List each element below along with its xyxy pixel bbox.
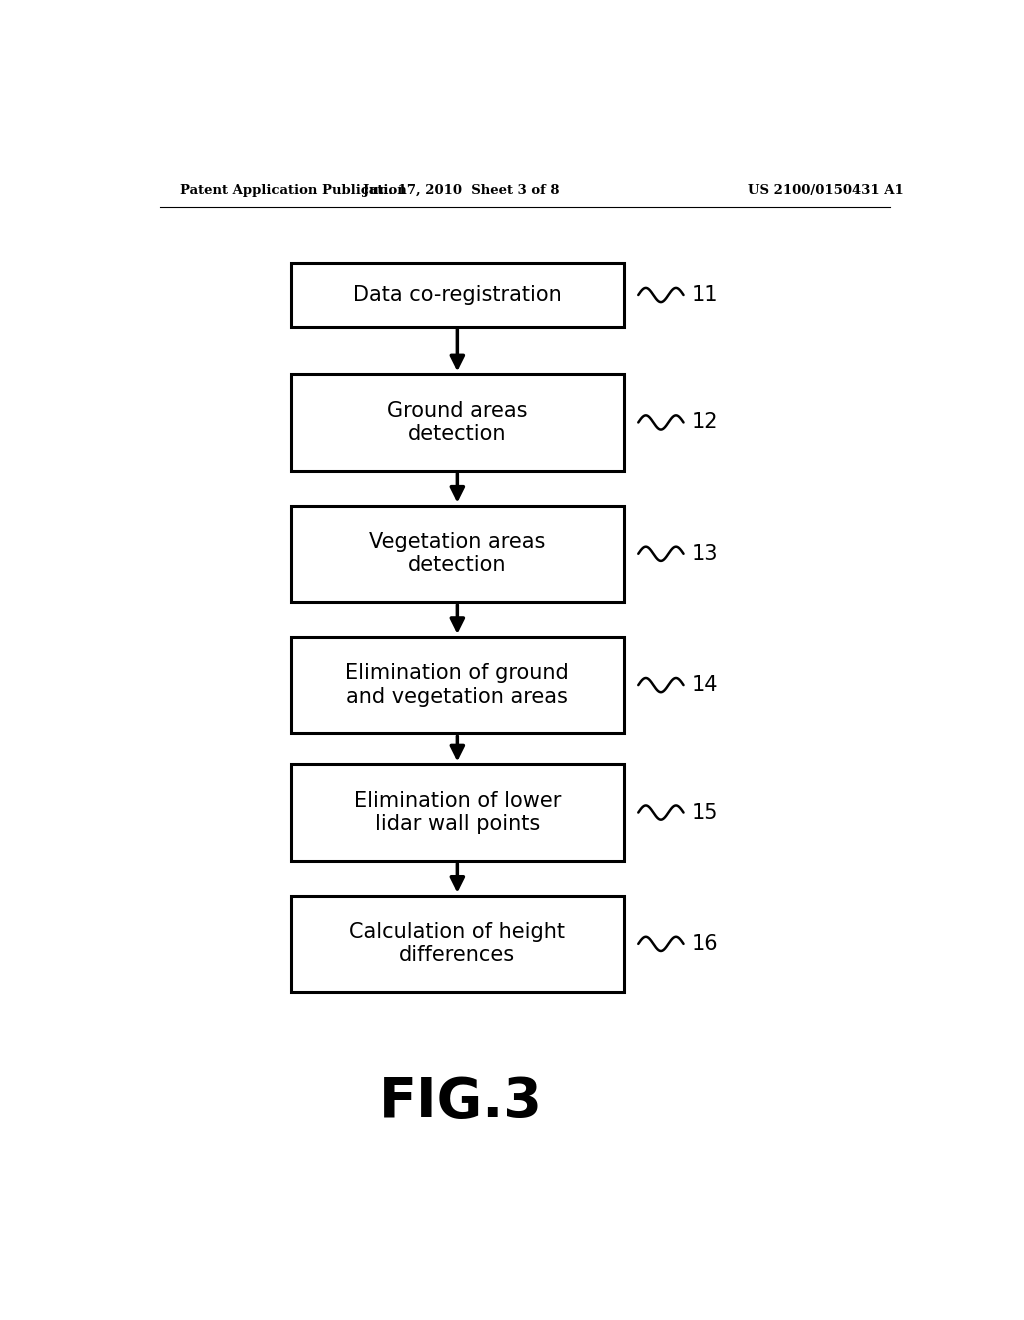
Text: 15: 15 (691, 803, 718, 822)
FancyBboxPatch shape (291, 764, 624, 861)
Text: Elimination of ground
and vegetation areas: Elimination of ground and vegetation are… (345, 664, 569, 706)
FancyBboxPatch shape (291, 506, 624, 602)
Text: 13: 13 (691, 544, 718, 564)
Text: 12: 12 (691, 412, 718, 433)
Text: Vegetation areas
detection: Vegetation areas detection (370, 532, 546, 576)
Text: 16: 16 (691, 933, 718, 954)
Text: Elimination of lower
lidar wall points: Elimination of lower lidar wall points (353, 791, 561, 834)
Text: FIG.3: FIG.3 (379, 1074, 544, 1129)
Text: Ground areas
detection: Ground areas detection (387, 401, 527, 444)
FancyBboxPatch shape (291, 636, 624, 734)
FancyBboxPatch shape (291, 895, 624, 993)
Text: 14: 14 (691, 675, 718, 696)
Text: Calculation of height
differences: Calculation of height differences (349, 923, 565, 965)
Text: Patent Application Publication: Patent Application Publication (179, 185, 407, 198)
FancyBboxPatch shape (291, 374, 624, 471)
Text: Jun. 17, 2010  Sheet 3 of 8: Jun. 17, 2010 Sheet 3 of 8 (364, 185, 559, 198)
Text: Data co-registration: Data co-registration (353, 285, 562, 305)
Text: US 2100/0150431 A1: US 2100/0150431 A1 (749, 185, 904, 198)
Text: 11: 11 (691, 285, 718, 305)
FancyBboxPatch shape (291, 264, 624, 326)
